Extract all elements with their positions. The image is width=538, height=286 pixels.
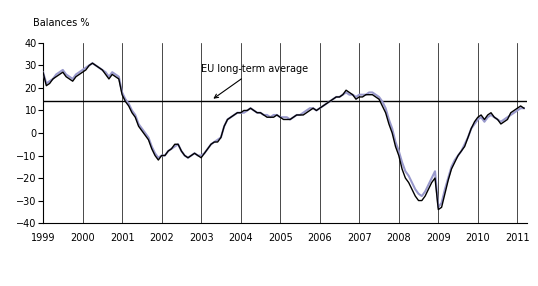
Text: EU long-term average: EU long-term average [201, 64, 308, 98]
Legend: EU, EA: EU, EA [229, 283, 341, 286]
Text: Balances %: Balances % [33, 19, 90, 29]
